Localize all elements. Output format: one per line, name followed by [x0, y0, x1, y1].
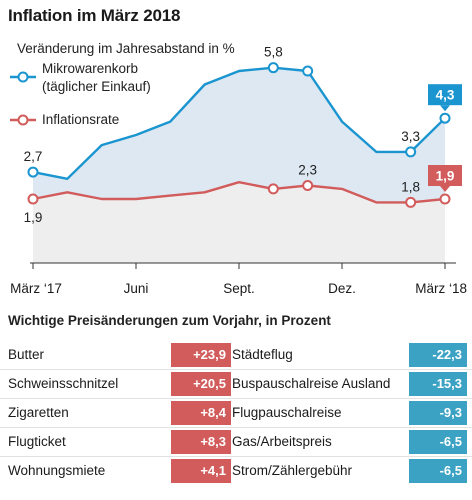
left-value: +4,1 — [171, 459, 231, 483]
data-point-marker — [405, 196, 417, 208]
right-label: Strom/Zählergebühr — [232, 463, 353, 478]
value-badge-box — [428, 84, 462, 106]
right-label: Flugpauschalreise — [232, 405, 342, 420]
series-area-1 — [33, 182, 445, 263]
right-label: Städteflug — [232, 347, 293, 362]
data-label: 2,3 — [298, 163, 317, 178]
table-row: Schweinsschnitzel +20,5 Buspauschalreise… — [0, 371, 472, 398]
left-label: Butter — [8, 347, 45, 362]
chart-title: Inflation im März 2018 — [8, 6, 181, 25]
data-label: 3,3 — [401, 129, 420, 144]
value-badge-pointer — [440, 186, 450, 193]
legend-label-inflationsrate: Inflationsrate — [42, 111, 119, 129]
row-divider — [0, 369, 472, 370]
legend-marker-0 — [17, 71, 29, 83]
right-value: -6,5 — [409, 430, 467, 454]
x-axis-tick-label: Sept. — [223, 281, 255, 296]
left-label: Zigaretten — [8, 405, 69, 420]
row-divider — [0, 398, 472, 399]
chart-subtitle: Veränderung im Jahresabstand in % — [17, 41, 235, 56]
right-value: -15,3 — [409, 372, 467, 396]
data-point-marker — [302, 180, 314, 192]
left-value: +23,9 — [171, 343, 231, 367]
legend-label-line-1: Mikrowarenkorb — [42, 61, 139, 76]
data-point-marker — [267, 62, 279, 74]
data-point-marker — [439, 193, 451, 205]
table-row: Butter +23,9 Städteflug -22,3 — [0, 342, 472, 369]
data-point-marker — [27, 166, 39, 178]
right-value: -6,5 — [409, 459, 467, 483]
right-value: -22,3 — [409, 343, 467, 367]
value-badge: 1,9 — [428, 165, 462, 193]
data-label: 1,8 — [401, 179, 420, 194]
right-value: -9,3 — [409, 401, 467, 425]
left-label: Wohnungsmiete — [8, 463, 106, 478]
data-point-marker — [405, 146, 417, 158]
left-value: +8,4 — [171, 401, 231, 425]
data-point-marker — [267, 183, 279, 195]
x-axis-tick-label: März ‘17 — [10, 281, 62, 296]
table-row: Wohnungsmiete +4,1 Strom/Zählergebühr -6… — [0, 458, 472, 485]
left-label: Schweinsschnitzel — [8, 376, 119, 391]
series-line-0 — [32, 66, 446, 180]
legend-label-line-1: Inflationsrate — [42, 112, 120, 127]
data-label: 2,7 — [24, 149, 43, 164]
table-row: Flugticket +8,3 Gas/Arbeitspreis -6,5 — [0, 429, 472, 456]
data-label: 5,8 — [264, 45, 283, 60]
left-label: Flugticket — [8, 434, 66, 449]
data-label: 1,9 — [24, 210, 43, 225]
x-axis-tick-label: Dez. — [328, 281, 356, 296]
value-badge: 4,3 — [428, 84, 462, 112]
data-point-marker — [27, 193, 39, 205]
row-divider — [0, 456, 472, 457]
table-title: Wichtige Preisänderungen zum Vorjahr, in… — [8, 313, 331, 328]
right-label: Buspauschalreise Ausland — [232, 376, 391, 391]
right-label: Gas/Arbeitspreis — [232, 434, 332, 449]
left-value: +8,3 — [171, 430, 231, 454]
legend-label-mikrowarenkorb: Mikrowarenkorb (täglicher Einkauf) — [42, 60, 151, 96]
row-divider — [0, 427, 472, 428]
left-value: +20,5 — [171, 372, 231, 396]
data-point-marker — [439, 112, 451, 124]
legend-marker-1 — [17, 114, 29, 126]
value-badge-pointer — [440, 105, 450, 112]
series-line-1 — [32, 181, 446, 204]
value-badge-label: 4,3 — [436, 88, 455, 103]
value-badge-box — [428, 165, 462, 187]
data-point-marker — [302, 65, 314, 77]
line-chart: März ‘17 Juni Sept. Dez. März ‘18 2,7 5,8 3,3 4… — [10, 45, 467, 296]
legend-label-line-2: (täglicher Einkauf) — [42, 79, 151, 94]
value-badge-label: 1,9 — [436, 169, 455, 184]
x-axis-tick-label: Juni — [124, 281, 149, 296]
table-row: Zigaretten +8,4 Flugpauschalreise -9,3 — [0, 400, 472, 427]
x-axis-tick-label: März ‘18 — [415, 281, 467, 296]
